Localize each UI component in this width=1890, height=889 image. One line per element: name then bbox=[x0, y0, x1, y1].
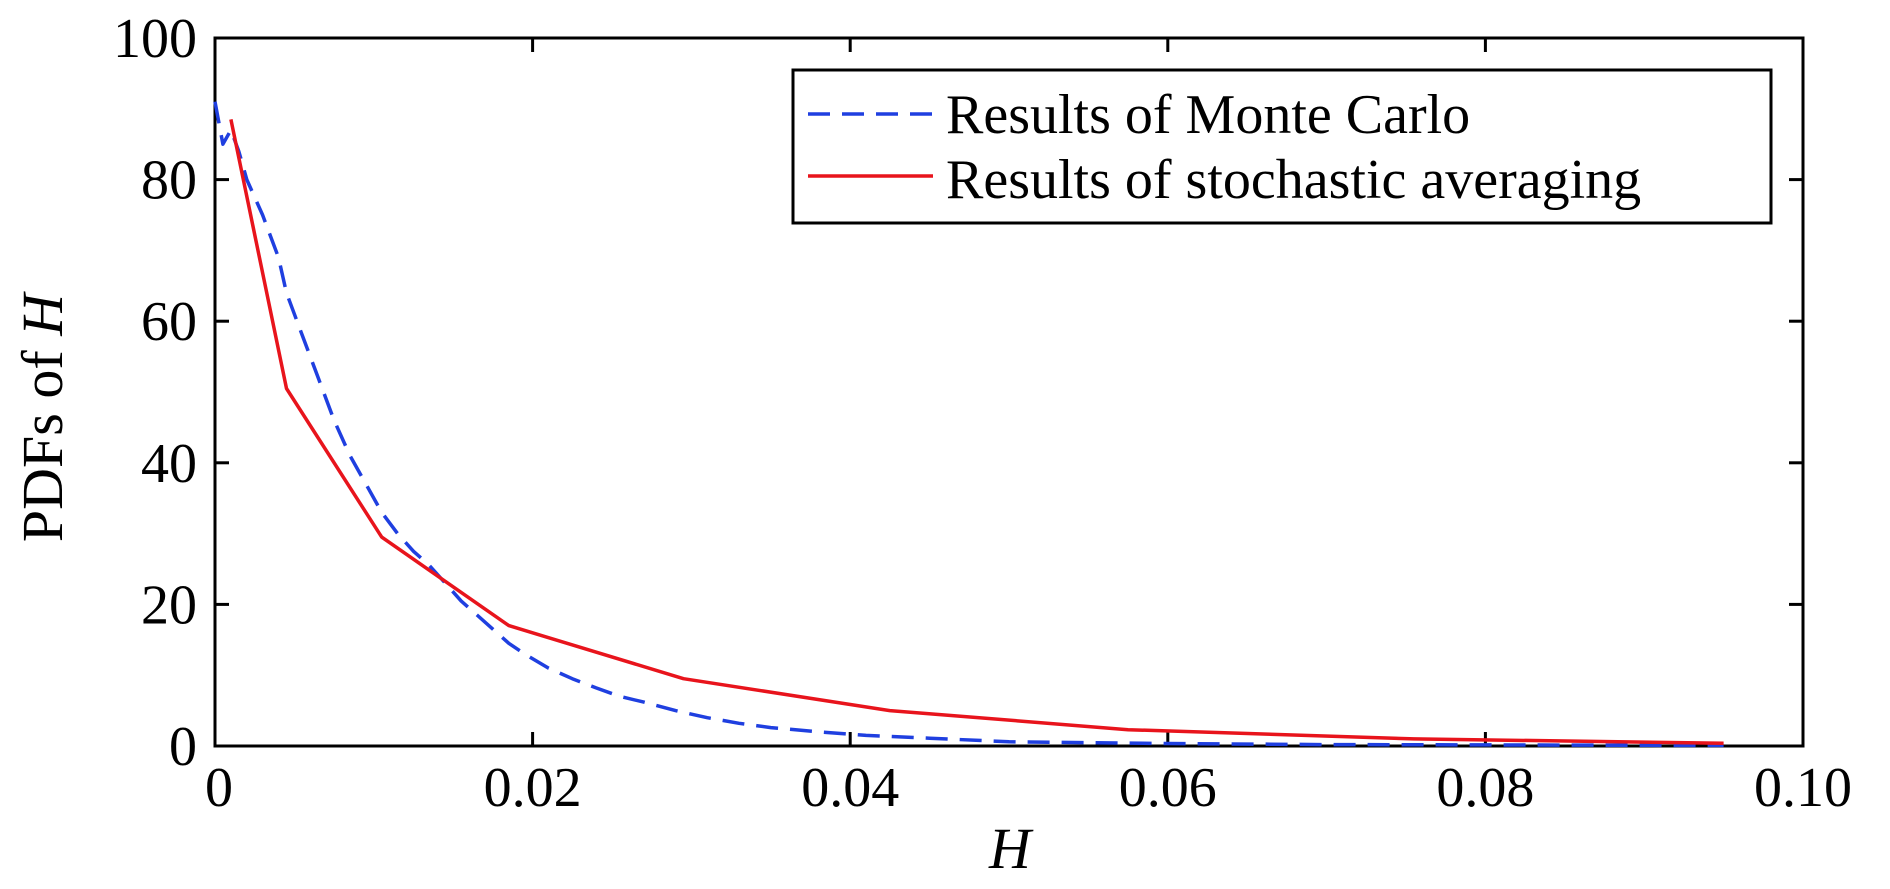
x-tick-label: 0.02 bbox=[484, 757, 582, 819]
y-tick-label: 80 bbox=[141, 150, 197, 212]
x-tick-label: 0.08 bbox=[1436, 757, 1534, 819]
axis-ticks bbox=[213, 36, 1805, 748]
x-tick-label: 0.06 bbox=[1119, 757, 1217, 819]
y-tick-label: 20 bbox=[141, 574, 197, 636]
y-tick-label: 60 bbox=[141, 291, 197, 353]
y-tick-label: 100 bbox=[113, 8, 197, 70]
axis-tick-labels: 0 0.02 0.04 0.06 0.08 0.10 0 20 40 60 80 100 bbox=[113, 8, 1852, 819]
legend: Results of Monte Carlo Results of stocha… bbox=[791, 68, 1773, 225]
legend-label-stochastic-averaging: Results of stochastic averaging bbox=[946, 149, 1641, 211]
legend-label-monte-carlo: Results of Monte Carlo bbox=[946, 84, 1470, 146]
y-axis-title: PDFs of H bbox=[10, 291, 75, 542]
y-tick-label: 40 bbox=[141, 433, 197, 495]
x-tick-label: 0.04 bbox=[801, 757, 899, 819]
plot-frame bbox=[213, 36, 1805, 748]
series-lines bbox=[213, 101, 1724, 748]
y-tick-label: 0 bbox=[169, 716, 197, 778]
series-line-stochastic-averaging bbox=[229, 119, 1724, 745]
x-tick-label: 0.10 bbox=[1754, 757, 1852, 819]
x-axis-title: H bbox=[988, 816, 1034, 881]
series-line-monte-carlo bbox=[213, 101, 1724, 748]
y-axis-title-prefix: PDFs of bbox=[10, 336, 75, 542]
plot-area bbox=[213, 36, 1805, 748]
x-tick-label: 0 bbox=[205, 757, 233, 819]
y-axis-title-variable: H bbox=[10, 291, 75, 337]
legend-box bbox=[791, 68, 1773, 225]
